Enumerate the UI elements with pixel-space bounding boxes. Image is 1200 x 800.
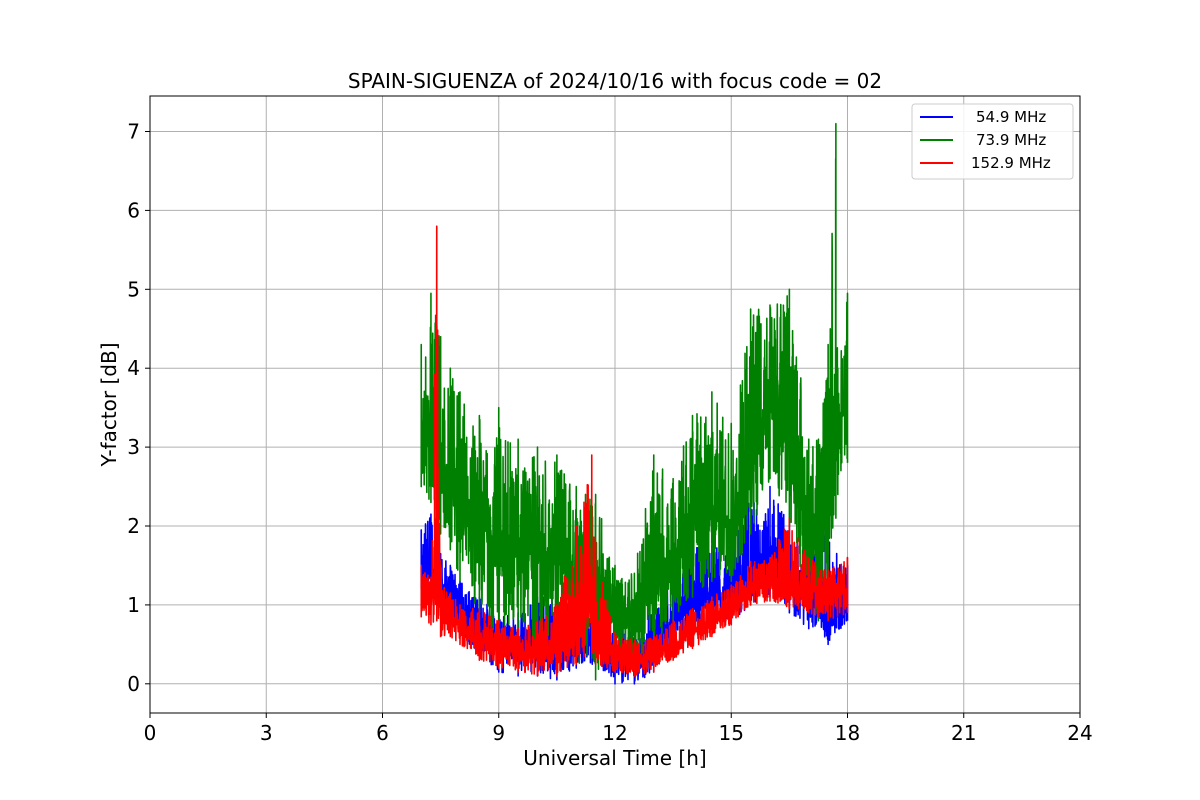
y-tick-label: 3	[127, 435, 140, 459]
x-tick-label: 21	[951, 721, 976, 745]
x-tick-label: 9	[492, 721, 505, 745]
y-axis-label: Y-factor [dB]	[97, 342, 121, 467]
x-tick-label: 0	[144, 721, 157, 745]
x-tick-label: 15	[719, 721, 744, 745]
series-line-152-9-mhz	[420, 225, 849, 677]
chart-title: SPAIN-SIGUENZA of 2024/10/16 with focus …	[348, 69, 882, 93]
x-axis-label: Universal Time [h]	[523, 746, 706, 770]
x-tick-label: 3	[260, 721, 273, 745]
series-layer	[420, 122, 849, 685]
y-tick-label: 1	[127, 593, 140, 617]
y-tick-label: 0	[127, 672, 140, 696]
legend-label-73-9-mhz: 73.9 MHz	[976, 131, 1046, 149]
y-tick-label: 2	[127, 514, 140, 538]
y-tick-label: 5	[127, 277, 140, 301]
y-tick-label: 7	[127, 120, 140, 144]
y-tick-label: 6	[127, 198, 140, 222]
y-tick-label: 4	[127, 356, 140, 380]
legend: 54.9 MHz 73.9 MHz 152.9 MHz	[911, 103, 1074, 180]
x-tick-label: 18	[835, 721, 860, 745]
x-tick-label: 24	[1067, 721, 1092, 745]
x-tick-label: 12	[602, 721, 627, 745]
legend-label-54-9-mhz: 54.9 MHz	[976, 108, 1046, 126]
legend-box	[911, 103, 1074, 180]
x-tick-label: 6	[376, 721, 389, 745]
legend-label-152-9-mhz: 152.9 MHz	[971, 154, 1051, 172]
